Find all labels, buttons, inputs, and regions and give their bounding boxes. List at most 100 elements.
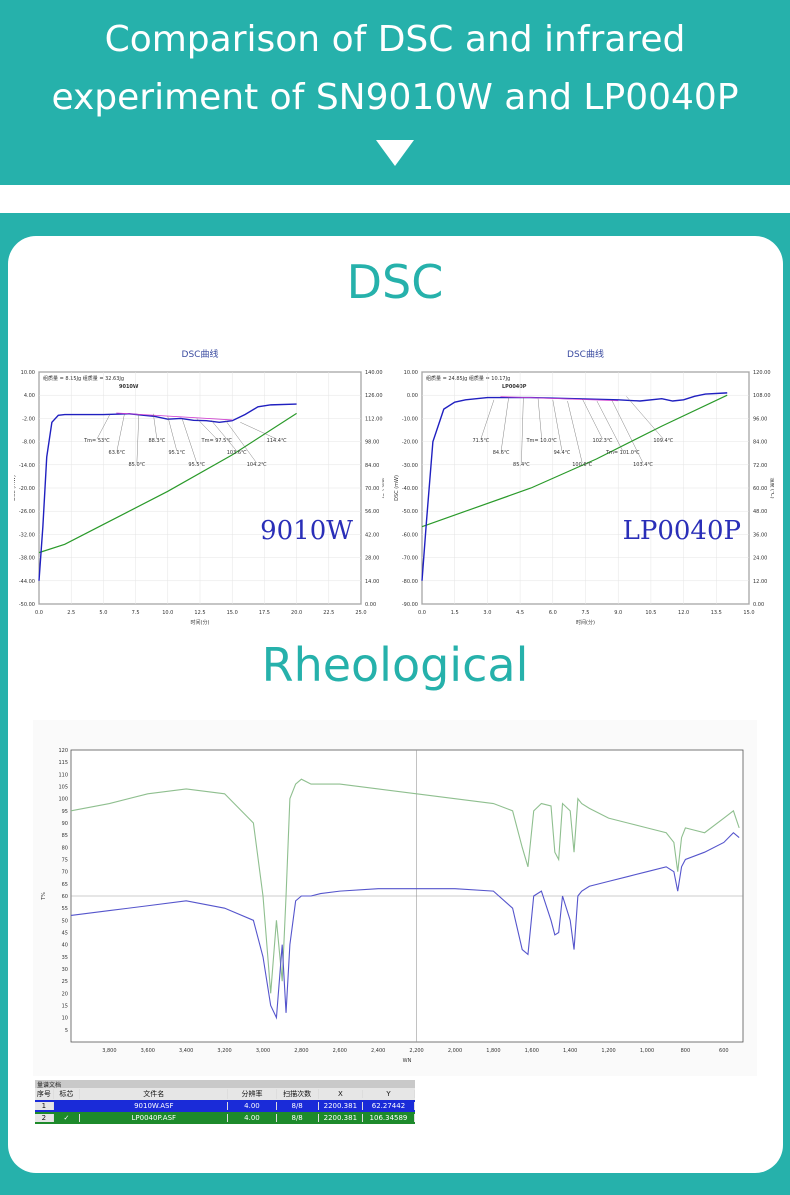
ir-x-tick-label: 1,600 xyxy=(525,1048,539,1054)
y-tick-label: 0.00 xyxy=(407,393,418,399)
ir-spectrum-chart: 1201151101051009590858075706560555045403… xyxy=(33,720,757,1076)
y-tick-label: -20.00 xyxy=(402,440,418,446)
annotation-label: Tm= 53℃ xyxy=(83,438,110,444)
ir-y-tick-label: 10 xyxy=(62,1016,68,1022)
ir-x-tick-label: 3,200 xyxy=(217,1048,231,1054)
x-axis-label: 时间(分) xyxy=(191,619,210,626)
annotation-leader xyxy=(521,397,524,464)
ir-y-tick-label: 85 xyxy=(62,833,68,839)
x-tick-label: 15.0 xyxy=(743,610,754,616)
annotation-leader xyxy=(182,419,197,464)
annotation-label: 114.4℃ xyxy=(267,438,287,444)
table-cell: ✓ xyxy=(54,1114,81,1122)
ir-series-lp0040p xyxy=(70,778,740,994)
annotation-leader xyxy=(552,399,563,452)
y2-tick-label: 48.00 xyxy=(753,509,767,515)
ir-y-tick-label: 15 xyxy=(62,1004,68,1010)
annotation-label: 103.4℃ xyxy=(633,462,653,468)
ir-y-tick-label: 70 xyxy=(62,870,68,876)
annotation-leader xyxy=(567,400,583,464)
table-body: 1 9010W.ASF 4.00 8/8 2200.381 62.27442 2 ✓ LP004… xyxy=(35,1100,415,1124)
ir-y-tick-label: 90 xyxy=(62,821,68,827)
table-cell: LP0040P.ASF xyxy=(80,1114,229,1122)
ir-x-tick-label: 2,200 xyxy=(409,1048,423,1054)
x-tick-label: 22.5 xyxy=(323,610,334,616)
header-title-line1: Comparison of DSC and infrared xyxy=(104,19,686,60)
annotation-label: Tm= 10.0℃ xyxy=(525,438,557,444)
x-tick-label: 0.0 xyxy=(418,610,426,616)
tangent-line xyxy=(116,412,233,421)
y-tick-label: -20.00 xyxy=(19,486,35,492)
x-tick-label: 12.0 xyxy=(678,610,689,616)
ir-x-tick-label: 2,400 xyxy=(371,1048,385,1054)
annotation-leader xyxy=(167,416,178,452)
table-cell: 2200.381 xyxy=(319,1114,363,1122)
y-tick-label: 10.00 xyxy=(404,370,418,376)
ir-y-tick-label: 95 xyxy=(62,809,68,815)
annotation-label: 95.5℃ xyxy=(188,462,205,468)
annotation-leader xyxy=(225,420,257,464)
y-tick-label: -8.00 xyxy=(22,440,35,446)
annotation-label: 85.4℃ xyxy=(513,462,530,468)
y2-tick-label: 0.00 xyxy=(753,602,764,608)
annotation-label: 94.4℃ xyxy=(554,450,571,456)
ir-x-tick-label: 800 xyxy=(681,1048,691,1054)
annotation-leader xyxy=(611,399,644,464)
ir-y-axis-label: T% xyxy=(41,892,47,901)
annotation-leader xyxy=(537,398,542,440)
y-tick-label: -80.00 xyxy=(402,579,418,585)
y2-tick-label: 24.00 xyxy=(753,556,767,562)
y-tick-label: -32.00 xyxy=(19,532,35,538)
ir-x-tick-label: 3,400 xyxy=(179,1048,193,1054)
table-cell: 62.27442 xyxy=(363,1102,415,1110)
y-tick-label: -14.00 xyxy=(19,463,35,469)
annotation-leader xyxy=(211,420,237,452)
y-tick-label: -60.00 xyxy=(402,532,418,538)
annotation-leader xyxy=(96,414,111,440)
sample-big-label: LP0040P xyxy=(623,516,741,546)
y2-tick-label: 60.00 xyxy=(753,486,767,492)
ir-x-tick-label: 2,600 xyxy=(333,1048,347,1054)
y2-tick-label: 56.00 xyxy=(365,509,379,515)
table-header-cell: 标芯 xyxy=(54,1089,81,1099)
table-cell: 4.00 xyxy=(228,1114,277,1122)
x-axis-label: 时间(分) xyxy=(576,619,595,626)
x-tick-label: 5.0 xyxy=(99,610,107,616)
table-cell: 106.34589 xyxy=(363,1114,415,1122)
tangent-line xyxy=(500,396,619,402)
table-row[interactable]: 2 ✓ LP0040P.ASF 4.00 8/8 2200.381 106.34589 xyxy=(35,1112,415,1124)
y2-axis-label: 温度 (℃) xyxy=(381,477,384,498)
ir-x-tick-label: 3,600 xyxy=(141,1048,155,1054)
x-tick-label: 0.0 xyxy=(35,610,43,616)
x-tick-label: 4.5 xyxy=(516,610,524,616)
y2-tick-label: 112.00 xyxy=(365,416,383,422)
y-tick-label: -44.00 xyxy=(19,579,35,585)
annotation-label: Tm= 101.0℃ xyxy=(605,450,640,456)
ir-y-tick-label: 80 xyxy=(62,845,68,851)
table-cell: 2 xyxy=(35,1114,54,1122)
table-header-cell: Y xyxy=(363,1090,415,1098)
ir-x-axis-label: WN xyxy=(403,1058,412,1064)
y-tick-label: -50.00 xyxy=(402,509,418,515)
y2-tick-label: 14.00 xyxy=(365,579,379,585)
ir-y-tick-label: 40 xyxy=(62,943,68,949)
annotation-label: Tm= 97.5℃ xyxy=(201,438,233,444)
ir-y-tick-label: 55 xyxy=(62,906,68,912)
table-header-row: 序号 标芯 文件名 分辨率 扫描次数 X Y xyxy=(35,1088,415,1100)
annotation-label: 85.0℃ xyxy=(129,462,146,468)
ir-y-tick-label: 75 xyxy=(62,858,68,864)
annotation-label: 95.1℃ xyxy=(168,450,185,456)
divider-band xyxy=(0,185,790,213)
x-tick-label: 3.0 xyxy=(483,610,491,616)
table-row[interactable]: 1 9010W.ASF 4.00 8/8 2200.381 62.27442 xyxy=(35,1100,415,1112)
x-tick-label: 1.5 xyxy=(451,610,459,616)
y-axis-label: DSC (mW) xyxy=(14,475,17,501)
dsc-curve xyxy=(38,403,297,581)
y-tick-label: -50.00 xyxy=(19,602,35,608)
y2-tick-label: 28.00 xyxy=(365,556,379,562)
table-cell: 2200.381 xyxy=(319,1102,363,1110)
annotation-leader xyxy=(596,400,623,452)
y-tick-label: -70.00 xyxy=(402,556,418,562)
table-header-cell: X xyxy=(319,1090,363,1098)
